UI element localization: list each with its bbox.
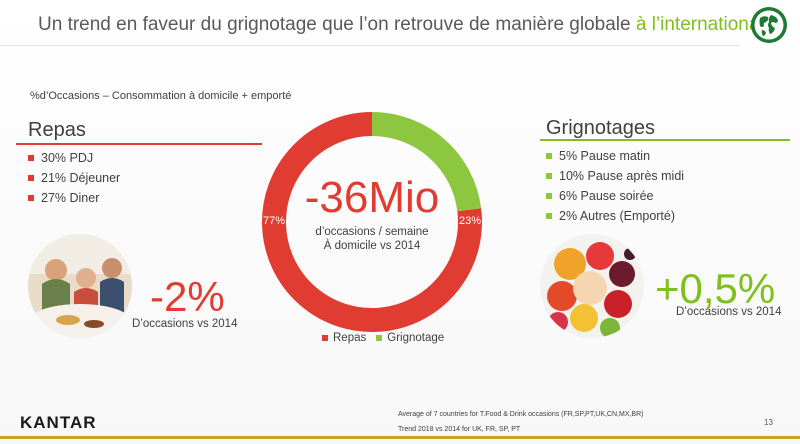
bullet-icon [546,173,552,179]
grignotage-item-apres-midi: 10% Pause après midi [559,169,685,183]
list-item: 2% Autres (Emporté) [546,206,684,226]
center-value: -36Mio [304,173,440,222]
globe-icon [751,7,787,43]
footnote-1: Average of 7 countries for T.Food & Drin… [398,411,644,418]
grignotages-change-value: +0,5% [655,265,776,312]
family-meal-photo [28,234,132,338]
center-caption-line2: À domicile vs 2014 [323,240,421,252]
repas-list: 30% PDJ 21% Déjeuner 27% Diner [28,148,120,208]
kantar-logo: KANTAR [20,413,97,432]
slice-label-repas: 77% [263,215,286,227]
bullet-icon [546,153,552,159]
legend-label-repas: Repas [333,332,367,344]
title-highlight: à l’international [635,14,764,35]
chart-legend: Repas Grignotage [322,332,444,344]
title-text: Un trend en faveur du grignotage que l’o… [38,14,636,35]
repas-title: Repas [28,119,86,141]
grignotages-change-caption: D’occasions vs 2014 [676,306,782,318]
center-caption-line1: d’occasions / semaine [315,226,429,238]
grignotages-title: Grignotages [546,117,655,139]
bullet-icon [28,195,34,201]
donut-slice-repas [262,112,482,332]
repas-item-dejeuner: 21% Déjeuner [41,171,121,185]
bullet-icon [546,193,552,199]
legend-label-grignotage: Grignotage [387,332,445,344]
slice-label-grignotage: 23% [459,215,482,227]
center-caption: d’occasions / semaine À domicile vs 2014 [270,225,474,253]
bullet-icon [546,213,552,219]
repas-item-diner: 27% Diner [41,191,100,205]
donut-chart [262,112,482,332]
donut-slice-grignotage [371,112,482,212]
list-item: 21% Déjeuner [28,168,120,188]
grignotages-list: 5% Pause matin 10% Pause après midi 6% P… [546,146,684,226]
list-item: 10% Pause après midi [546,166,684,186]
title-divider [0,45,740,46]
repas-divider [16,143,262,145]
list-item: 6% Pause soirée [546,186,684,206]
legend-swatch-repas [322,335,328,341]
grignotages-divider [540,139,790,141]
grignotage-item-matin: 5% Pause matin [559,149,651,163]
repas-item-pdj: 30% PDJ [41,151,94,165]
legend-swatch-grignotage [376,335,383,341]
slide-title: Un trend en faveur du grignotage que l’o… [38,14,774,36]
list-item: 5% Pause matin [546,146,684,166]
grignotage-item-autres: 2% Autres (Emporté) [559,209,676,223]
repas-change-value: -2% [150,273,225,320]
list-item: 27% Diner [28,188,120,208]
grignotage-item-soiree: 6% Pause soirée [559,189,654,203]
repas-change-caption: D’occasions vs 2014 [132,318,238,330]
fruit-bowl-photo [540,234,644,338]
list-item: 30% PDJ [28,148,120,168]
chart-subtitle: %d’Occasions – Consommation à domicile +… [30,90,292,102]
page-number: 13 [764,418,773,427]
footer-divider [0,436,800,439]
bullet-icon [28,175,34,181]
footnote-2: Trend 2018 vs 2014 for UK, FR, SP, PT [398,426,521,433]
bullet-icon [28,155,34,161]
